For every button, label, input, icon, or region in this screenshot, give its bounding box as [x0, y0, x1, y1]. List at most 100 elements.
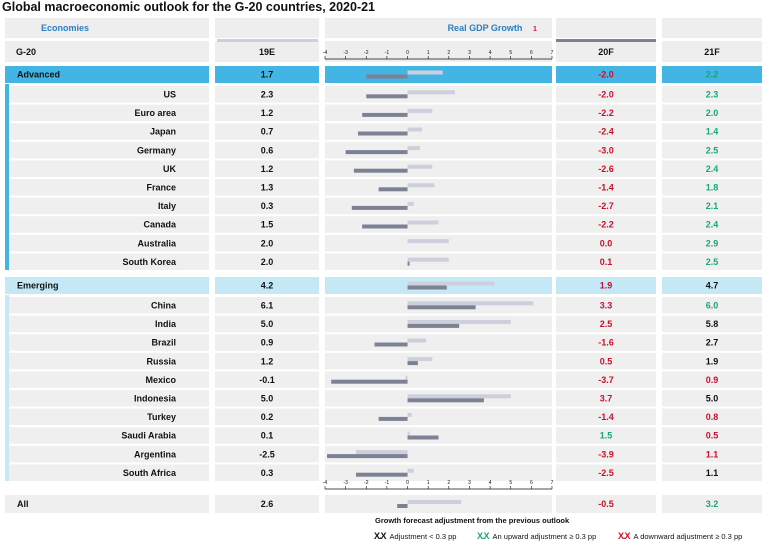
emerging-row-1-bar-20f	[407, 323, 460, 328]
emerging-row-7-v19	[215, 427, 319, 444]
advanced-summary-21f: 2.2	[706, 70, 719, 80]
emerging-row-0-v21	[662, 297, 762, 314]
axis-bottom-tick-label: 6	[530, 480, 533, 486]
emerging-row-5-21f: 5.0	[706, 394, 719, 404]
emerging-row-2-v19	[215, 334, 319, 351]
emerging-row-0-econ	[5, 297, 209, 314]
emerging-summary-econ	[5, 277, 209, 294]
emerging-row-4-bar-19e	[405, 375, 408, 380]
emerging-row-2-v21	[662, 334, 762, 351]
total-row-v19	[215, 495, 319, 513]
advanced-row-2-bar-20f	[358, 131, 408, 136]
emerging-row-5-label: Indonesia	[134, 394, 177, 404]
emerging-row-6-label: Turkey	[147, 412, 176, 422]
advanced-row-3-20f: -3.0	[598, 145, 614, 155]
emerging-row-3-21f: 1.9	[706, 356, 719, 366]
axis-top-tick-label: 1	[427, 50, 430, 56]
emerging-row-2-bar-20f	[374, 342, 408, 347]
advanced-row-5-20f: -1.4	[598, 183, 614, 193]
total-row-bar-19e	[407, 500, 462, 504]
advanced-row-4-21f: 2.4	[706, 164, 719, 174]
advanced-row-3-v20	[556, 141, 656, 159]
emerging-row-3-label: Russia	[146, 356, 177, 366]
legend-label-upward: An upward adjustment ≥ 0.3 pp	[492, 531, 597, 541]
advanced-row-1-21f: 2.0	[706, 108, 719, 118]
emerging-row-7-19e: 0.1	[261, 431, 274, 441]
emerging-row-6-20f: -1.4	[598, 412, 614, 422]
emerging-row-2-label: Brazil	[151, 338, 176, 348]
advanced-row-1-19e: 1.2	[261, 108, 274, 118]
advanced-row-6-v19	[215, 197, 319, 215]
emerging-row-7-econ	[5, 427, 209, 444]
advanced-row-1-v20	[556, 104, 656, 122]
colhead-cell-v19	[215, 41, 319, 62]
advanced-row-9-bar-19e	[407, 257, 449, 262]
colhead-cell-v21	[662, 41, 762, 62]
emerging-row-4-20f: -3.7	[598, 375, 614, 385]
emerging-row-4-v21	[662, 371, 762, 388]
emerging-row-5-econ	[5, 390, 209, 407]
advanced-row-4-chart	[325, 160, 552, 177]
colhead-cell-v20	[556, 41, 656, 62]
advanced-row-5-19e: 1.3	[261, 183, 274, 193]
advanced-summary-econ	[5, 66, 209, 83]
axis-top-tick-label: 7	[551, 50, 554, 56]
advanced-row-5-label: France	[146, 183, 176, 193]
colhead-cell-chart	[325, 41, 552, 62]
emerging-row-2-v20	[556, 334, 656, 351]
advanced-row-2-v19	[215, 123, 319, 140]
advanced-row-4-v21	[662, 160, 762, 177]
emerging-row-0-v19	[215, 297, 319, 314]
emerging-row-7-v21	[662, 427, 762, 444]
axis-top-tick-label: 0	[406, 50, 409, 56]
emerging-row-8-20f: -3.9	[598, 449, 614, 459]
header-cell-chart	[325, 18, 552, 38]
total-row-v21	[662, 495, 762, 513]
advanced-row-0-bar-20f	[366, 94, 408, 99]
advanced-row-6-chart	[325, 197, 552, 215]
emerging-row-9-v19	[215, 464, 319, 481]
advanced-row-4-20f: -2.6	[598, 164, 614, 174]
emerging-row-4-21f: 0.9	[706, 375, 719, 385]
axis-top-tick-label: 6	[530, 50, 533, 56]
emerging-row-8-19e: -2.5	[259, 449, 275, 459]
legend-mark-green: X.X	[477, 531, 489, 541]
emerging-row-3-econ	[5, 352, 209, 370]
emerging-summary-v21	[662, 277, 762, 294]
total-row-21f: 3.2	[706, 499, 719, 509]
advanced-row-7-bar-20f	[362, 224, 408, 229]
advanced-row-3-econ	[5, 141, 209, 159]
advanced-summary-v20	[556, 66, 656, 83]
advanced-row-6-20f: -2.7	[598, 201, 614, 211]
advanced-row-8-econ	[5, 234, 209, 252]
emerging-row-5-bar-20f	[407, 398, 484, 403]
advanced-row-9-bar-20f	[407, 261, 410, 266]
advanced-row-6-bar-20f	[351, 205, 408, 210]
advanced-row-2-econ	[5, 123, 209, 140]
emerging-summary-v19	[215, 277, 319, 294]
emerging-row-1-21f: 5.8	[706, 319, 719, 329]
advanced-row-5-bar-19e	[407, 183, 435, 188]
advanced-row-9-21f: 2.5	[706, 257, 719, 267]
advanced-row-3-19e: 0.6	[261, 145, 274, 155]
emerging-row-8-label: Argentina	[134, 449, 177, 459]
emerging-row-1-19e: 5.0	[261, 319, 274, 329]
advanced-row-8-20f: 0.0	[600, 238, 613, 248]
advanced-row-8-21f: 2.9	[706, 238, 719, 248]
emerging-summary-label: Emerging	[17, 281, 59, 291]
header-g20: G-20	[16, 47, 36, 57]
header-cell-econ	[5, 18, 209, 38]
header-cell-v19	[215, 18, 319, 38]
header-economies: Economies	[41, 23, 89, 33]
advanced-row-8-19e: 2.0	[261, 238, 274, 248]
advanced-row-1-econ	[5, 104, 209, 122]
emerging-row-9-chart	[325, 464, 552, 481]
emerging-row-3-19e: 1.2	[261, 356, 274, 366]
legend-title: Growth forecast adjustment from the prev…	[375, 516, 570, 525]
advanced-row-9-v20	[556, 253, 656, 270]
advanced-row-9-v21	[662, 253, 762, 270]
emerging-row-8-v20	[556, 445, 656, 463]
emerging-row-5-v19	[215, 390, 319, 407]
total-row-20f: -0.5	[598, 499, 614, 509]
